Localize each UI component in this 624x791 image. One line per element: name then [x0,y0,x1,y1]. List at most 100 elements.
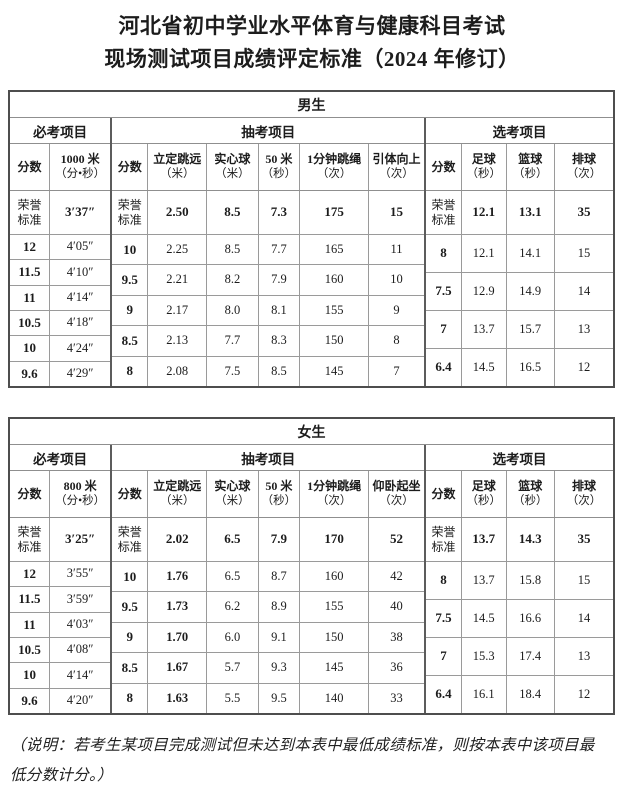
table-row: 11 4′14″ [10,285,111,311]
value-cell: 2.17 [147,295,206,326]
honor-value: 14.3 [505,518,554,561]
honor-row: 荣誉 标准 3′25″ [10,518,111,562]
value-cell: 8.5 [206,235,257,265]
value-cell: 1.70 [147,622,206,653]
column-header-unit: （秒） [466,495,501,508]
score-cell: 8.5 [121,332,138,348]
column-header-name: 实心球 [214,152,251,167]
value-cell: 10 [367,265,424,295]
column-header-unit: （次） [379,168,414,181]
column-header-name: 篮球 [518,479,543,494]
page-title-line1: 河北省初中学业水平体育与健康科目考试 [118,14,506,38]
honor-value: 2.50 [147,191,206,234]
honor-value: 35 [553,191,613,234]
score-cell: 12 [22,239,36,255]
value-cell: 4′14″ [48,285,110,310]
table-row: 9 2.17 8.0 8.1 155 9 [112,295,425,327]
value-cell: 12.1 [460,235,506,272]
value-cell: 140 [299,683,368,714]
value-cell: 4′18″ [48,310,110,336]
honor-value: 3′25″ [48,518,110,561]
value-cell: 4′08″ [48,637,110,663]
value-cell: 12 [553,349,613,386]
score-column-header: 分数 [117,486,142,501]
score-column-header: 分数 [17,486,42,501]
column-header-name: 足球 [471,479,496,494]
score-cell: 8.5 [121,659,138,675]
value-cell: 7.7 [206,326,257,356]
value-cell: 9.1 [257,622,300,653]
score-cell: 6.4 [435,686,452,702]
column-header-row: 分数 足球 （秒） 篮球 （秒） 排球 （次） [426,144,613,191]
value-cell: 2.13 [147,326,206,356]
column-header: 1分钟跳绳 （次） [299,144,368,190]
data-rows: 8 13.7 15.8 15 7.5 14.5 16.6 14 7 15.3 17.4 13 6.4 16… [426,562,613,713]
value-cell: 18.4 [505,676,554,713]
score-cell: 7 [440,648,447,664]
value-cell: 16.1 [460,676,506,713]
table-row: 10.5 4′08″ [10,637,111,664]
value-cell: 38 [367,622,424,653]
score-cell: 9 [126,302,134,318]
score-cell: 9.6 [21,692,38,708]
section-title: 必考项目 [10,118,111,144]
value-cell: 6.2 [206,592,257,622]
table-row: 6.4 14.5 16.5 12 [426,349,613,386]
column-header-unit: （秒） [512,495,548,508]
score-cell: 11 [23,289,36,305]
value-cell: 13 [553,638,613,675]
table-row: 8 1.63 5.5 9.5 140 33 [112,683,424,714]
score-cell: 7 [440,321,447,337]
column-header: 实心球 （米） [206,471,257,517]
value-cell: 150 [299,622,368,653]
honor-row: 荣誉 标准 3′37″ [10,191,111,235]
honor-value: 15 [367,191,424,234]
value-cell: 9 [367,295,424,326]
section-required: 必考项目 分数 1000 米（分•秒） 荣誉 标准 3′37″ 12 4′05″ 11.5 4′… [10,118,111,386]
section-sampled: 抽考项目 分数 立定跳远 （米） 实心球 （米） 50 米（秒） 1分钟跳绳 （次） 仰卧起坐 （次… [110,445,425,714]
score-column-header: 分数 [431,159,456,174]
table-row: 9 1.70 6.0 9.1 150 38 [112,622,425,654]
column-header-name: 1000 米 [60,152,100,167]
honor-value: 7.9 [257,518,300,561]
value-cell: 14.1 [505,235,554,272]
value-cell: 4′05″ [48,235,110,260]
honor-row: 荣誉 标准 2.50 8.5 7.3 175 15 [112,191,425,235]
score-cell: 11.5 [18,591,41,607]
column-header-unit: （米） [215,495,250,508]
column-header: 立定跳远 （米） [147,144,206,190]
score-cell: 10.5 [18,315,41,331]
section-title: 必考项目 [10,445,111,471]
gender-title: 女生 [10,419,613,445]
value-cell: 42 [367,562,424,592]
column-header: 1分钟跳绳 （次） [299,471,368,517]
column-header: 50 米（秒） [257,144,300,190]
value-cell: 8.3 [257,326,300,356]
value-cell: 2.08 [147,356,206,387]
value-cell: 160 [299,562,368,592]
footnote-line2: 低分数计分。） [10,767,113,784]
score-cell: 10 [123,568,137,584]
column-header-name: 50 米 [265,479,293,494]
column-header-unit: （秒） [466,168,501,181]
value-cell: 6.0 [206,622,257,653]
column-header-name: 立定跳远 [153,152,202,167]
table-row: 7 15.3 17.4 13 [426,638,613,676]
value-cell: 3′59″ [48,587,110,612]
honor-row: 荣誉 标准 13.7 14.3 35 [426,518,613,562]
value-cell: 145 [299,356,368,387]
value-cell: 12 [553,676,613,713]
sections: 必考项目 分数 800 米（分•秒） 荣誉 标准 3′25″ 12 3′55″ 11.5 3′5… [10,445,613,714]
value-cell: 14 [553,273,613,310]
honor-value: 3′37″ [48,191,110,234]
value-cell: 8.7 [257,562,300,592]
value-cell: 155 [299,592,368,622]
table-row: 11.5 4′10″ [10,260,111,286]
value-cell: 8.1 [257,295,300,326]
column-header-unit: （分•秒） [55,495,106,508]
value-cell: 8.5 [257,356,300,387]
section-title: 抽考项目 [112,445,425,471]
value-cell: 15.8 [505,562,554,599]
score-cell: 10 [123,241,137,257]
column-header-unit: （次） [566,168,602,181]
